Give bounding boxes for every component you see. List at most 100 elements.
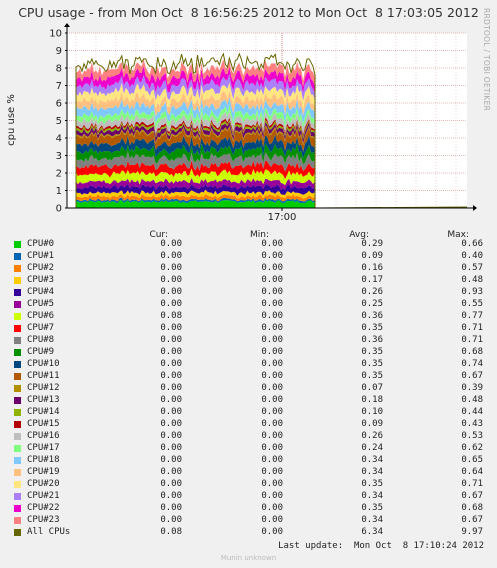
legend-max: 0.53 [461, 431, 483, 441]
legend-cur: 0.08 [160, 527, 182, 537]
legend-row: CPU#13 0.00 0.00 0.18 0.48 [0, 395, 497, 407]
header-cur: Cur: [149, 230, 168, 240]
y-tick-label: 8 [56, 64, 62, 75]
legend-name: CPU#0 [27, 239, 55, 249]
y-tick-label: 5 [56, 116, 62, 127]
legend-swatch [14, 445, 21, 452]
legend-min: 0.00 [261, 527, 283, 537]
series-area-CPU23 [76, 59, 315, 87]
legend-max: 0.57 [461, 263, 483, 273]
y-tick-label: 1 [56, 186, 62, 197]
legend-swatch [14, 301, 21, 308]
legend-avg: 0.34 [361, 491, 383, 501]
legend-name: CPU#7 [27, 323, 55, 333]
legend-name: CPU#16 [27, 431, 60, 441]
y-tick-label: 2 [56, 169, 62, 180]
legend-name: CPU#4 [27, 287, 55, 297]
legend-min: 0.00 [261, 443, 283, 453]
legend-min: 0.00 [261, 311, 283, 321]
legend-cur: 0.00 [160, 335, 182, 345]
series-area-CPU16 [76, 111, 315, 135]
legend-row: CPU#19 0.00 0.00 0.34 0.64 [0, 467, 497, 479]
legend-min: 0.00 [261, 335, 283, 345]
legend-swatch [14, 349, 21, 356]
legend-swatch [14, 385, 21, 392]
legend-min: 0.00 [261, 491, 283, 501]
legend-swatch [14, 505, 21, 512]
legend-max: 0.44 [461, 407, 483, 417]
legend-cur: 0.00 [160, 299, 182, 309]
legend-avg: 6.34 [361, 527, 383, 537]
legend-row: CPU#12 0.00 0.00 0.07 0.39 [0, 383, 497, 395]
legend-cur: 0.00 [160, 491, 182, 501]
legend-cur: 0.00 [160, 419, 182, 429]
legend-cur: 0.00 [160, 515, 182, 525]
legend-row: CPU#11 0.00 0.00 0.35 0.67 [0, 371, 497, 383]
legend-avg: 0.35 [361, 503, 383, 513]
series-area-CPU5 [76, 177, 315, 190]
legend-avg: 0.26 [361, 431, 383, 441]
legend-avg: 0.35 [361, 347, 383, 357]
legend-min: 0.00 [261, 299, 283, 309]
legend-max: 0.40 [461, 251, 483, 261]
legend-row: CPU#0 0.00 0.00 0.29 0.66 [0, 239, 497, 251]
legend-max: 0.68 [461, 503, 483, 513]
legend-name: All CPUs [27, 527, 71, 537]
legend-cur: 0.00 [160, 371, 182, 381]
legend-swatch [14, 277, 21, 284]
series-area-CPU0 [76, 200, 315, 208]
legend-max: 0.67 [461, 515, 483, 525]
legend-cur: 0.00 [160, 251, 182, 261]
legend-row: CPU#23 0.00 0.00 0.34 0.67 [0, 515, 497, 527]
legend-avg: 0.09 [361, 251, 383, 261]
legend-name: CPU#11 [27, 371, 60, 381]
series-area-CPU6 [76, 168, 315, 186]
legend-name: CPU#13 [27, 395, 60, 405]
legend-name: CPU#10 [27, 359, 60, 369]
legend-cur: 0.00 [160, 239, 182, 249]
legend-swatch [14, 313, 21, 320]
legend-swatch [14, 529, 21, 536]
legend-swatch [14, 289, 21, 296]
legend-min: 0.00 [261, 275, 283, 285]
y-tick-label: 6 [56, 99, 62, 110]
series-area-CPU20 [76, 82, 315, 110]
y-tick-label: 3 [56, 151, 62, 162]
series-area-CPU19 [76, 90, 315, 117]
legend-name: CPU#9 [27, 347, 55, 357]
series-area-CPU7 [76, 160, 315, 179]
legend-swatch [14, 397, 21, 404]
legend-cur: 0.00 [160, 359, 182, 369]
series-area-CPU4 [76, 183, 315, 196]
legend-name: CPU#2 [27, 263, 55, 273]
legend-row: CPU#7 0.00 0.00 0.35 0.71 [0, 323, 497, 335]
legend-name: CPU#3 [27, 275, 55, 285]
legend-row: CPU#3 0.00 0.00 0.17 0.48 [0, 275, 497, 287]
legend-avg: 0.34 [361, 515, 383, 525]
legend-max: 0.64 [461, 467, 483, 477]
legend-min: 0.00 [261, 347, 283, 357]
legend-cur: 0.00 [160, 323, 182, 333]
legend-swatch [14, 421, 21, 428]
legend-min: 0.00 [261, 239, 283, 249]
cpu-usage-chart: 0 1 2 3 4 5 6 7 8 9 10 17:00 cpu use % [6, 23, 477, 223]
legend-min: 0.00 [261, 479, 283, 489]
legend-avg: 0.26 [361, 287, 383, 297]
legend-avg: 0.35 [361, 323, 383, 333]
legend-cur: 0.00 [160, 443, 182, 453]
legend-min: 0.00 [261, 407, 283, 417]
legend-name: CPU#19 [27, 467, 60, 477]
legend-swatch [14, 241, 21, 248]
x-tick-label: 17:00 [268, 212, 297, 223]
legend-avg: 0.10 [361, 407, 383, 417]
series-area-CPU14 [76, 119, 315, 140]
y-axis-arrow [64, 23, 70, 27]
legend-name: CPU#14 [27, 407, 60, 417]
legend-max: 0.67 [461, 371, 483, 381]
legend-cur: 0.00 [160, 503, 182, 513]
legend-row: CPU#15 0.00 0.00 0.09 0.43 [0, 419, 497, 431]
legend-name: CPU#18 [27, 455, 60, 465]
legend-avg: 0.29 [361, 239, 383, 249]
series-area-CPU21 [76, 74, 315, 101]
chart-title: CPU usage - from Mon Oct 8 16:56:25 2012… [18, 5, 479, 20]
